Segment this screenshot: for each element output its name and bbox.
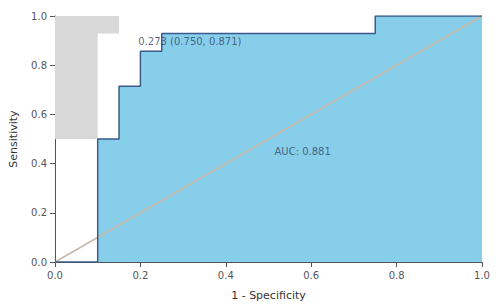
svg-text:Sensitivity: Sensitivity [7,110,20,168]
svg-text:0.273 (0.750, 0.871): 0.273 (0.750, 0.871) [138,36,241,47]
svg-text:0.8: 0.8 [389,270,405,281]
svg-text:0.2: 0.2 [132,270,148,281]
svg-text:1.0: 1.0 [31,11,47,22]
svg-text:0.0: 0.0 [31,257,47,268]
svg-text:0.4: 0.4 [218,270,234,281]
svg-text:0.6: 0.6 [31,109,47,120]
svg-text:1 - Specificity: 1 - Specificity [231,289,306,302]
svg-text:0.8: 0.8 [31,60,47,71]
svg-text:0.4: 0.4 [31,158,47,169]
svg-text:0.2: 0.2 [31,207,47,218]
svg-text:1.0: 1.0 [474,270,490,281]
svg-text:0.6: 0.6 [303,270,319,281]
svg-text:0.0: 0.0 [47,270,63,281]
svg-text:AUC: 0.881: AUC: 0.881 [274,146,330,157]
